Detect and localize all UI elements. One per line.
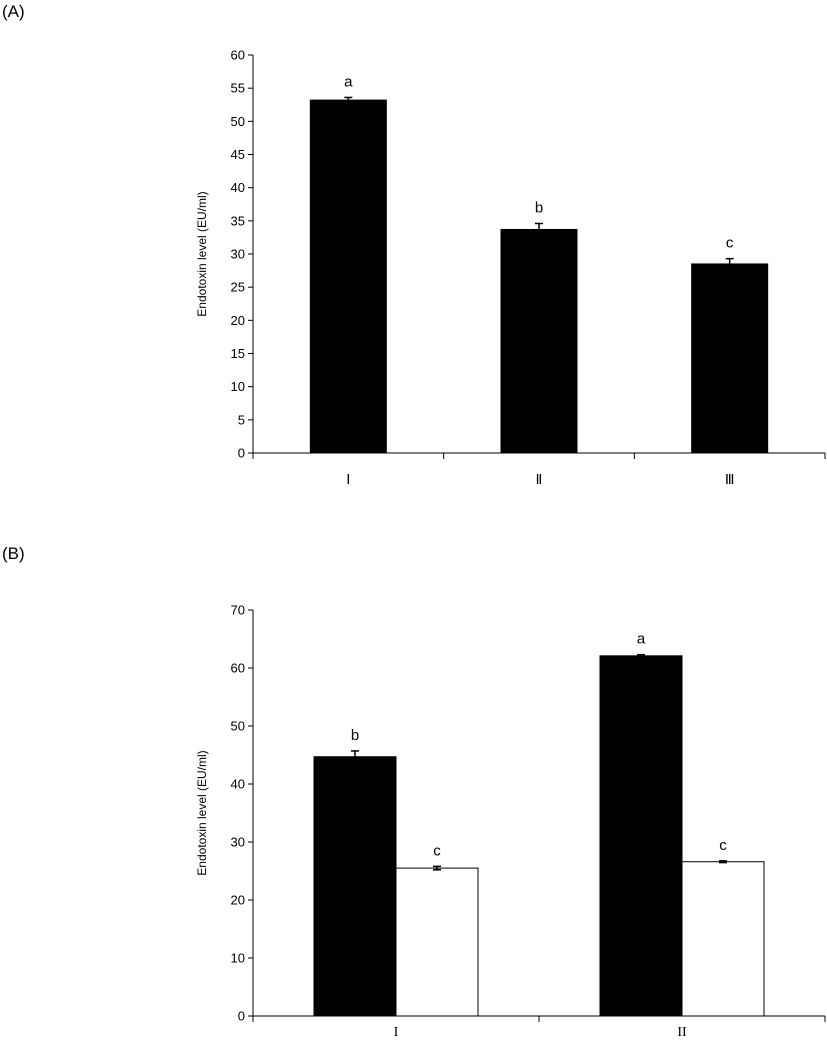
chart1-category-label: Ⅰ [346, 473, 350, 488]
chart2-category-label: II [677, 1025, 687, 1040]
chart2-y-tick-label: 10 [231, 951, 245, 966]
chart2-y-axis-label: Endotoxin level (EU/ml) [195, 750, 209, 875]
chart2-y-tick-label: 70 [231, 603, 245, 618]
panel-a-label: (A) [2, 2, 25, 21]
chart2-significance-label: c [719, 837, 727, 854]
chart2-y-tick-label: 40 [231, 777, 245, 792]
chart2-bar [313, 756, 397, 1017]
chart1-bar [500, 228, 578, 454]
chart1-category-label: Ⅲ [725, 473, 735, 488]
chart1-y-tick-label: 60 [231, 48, 245, 63]
chart2-significance-label: c [433, 842, 441, 859]
chart1-category-label: Ⅱ [536, 473, 543, 488]
chart2-category-label: I [394, 1025, 399, 1040]
chart1-y-tick-label: 25 [231, 280, 245, 295]
chart2-y-tick-label: 0 [238, 1009, 245, 1024]
chart2-y-tick-label: 60 [231, 661, 245, 676]
chart1-y-tick-label: 55 [231, 81, 245, 96]
chart1-y-axis-label: Endotoxin level (EU/ml) [195, 191, 209, 316]
chart2-y-tick-label: 20 [231, 893, 245, 908]
chart1-y-tick-label: 0 [238, 446, 245, 461]
chart1-y-tick-label: 40 [231, 180, 245, 195]
chart1-significance-label: a [344, 73, 353, 90]
chart2-significance-label: a [637, 631, 646, 648]
chart1-bar [691, 263, 769, 454]
chart1-significance-label: c [726, 235, 734, 252]
chart1-y-tick-label: 45 [231, 147, 245, 162]
chart2-significance-label: b [351, 727, 359, 744]
chart1-bar [309, 99, 387, 454]
chart2-bar [681, 861, 765, 1017]
chart2-y-tick-label: 30 [231, 835, 245, 850]
panel-b-label: (B) [2, 544, 25, 563]
chart1-y-tick-label: 10 [231, 379, 245, 394]
chart1-y-tick-label: 5 [238, 412, 245, 427]
chart1-y-tick-label: 35 [231, 213, 245, 228]
chart1-significance-label: b [535, 199, 543, 216]
chart1-y-tick-label: 15 [231, 346, 245, 361]
chart2-bar [395, 867, 479, 1017]
chart1-y-tick-label: 20 [231, 313, 245, 328]
chart1-y-tick-label: 30 [231, 247, 245, 262]
chart2-y-tick-label: 50 [231, 719, 245, 734]
chart1-y-tick-label: 50 [231, 114, 245, 129]
chart2-bar [599, 655, 683, 1017]
